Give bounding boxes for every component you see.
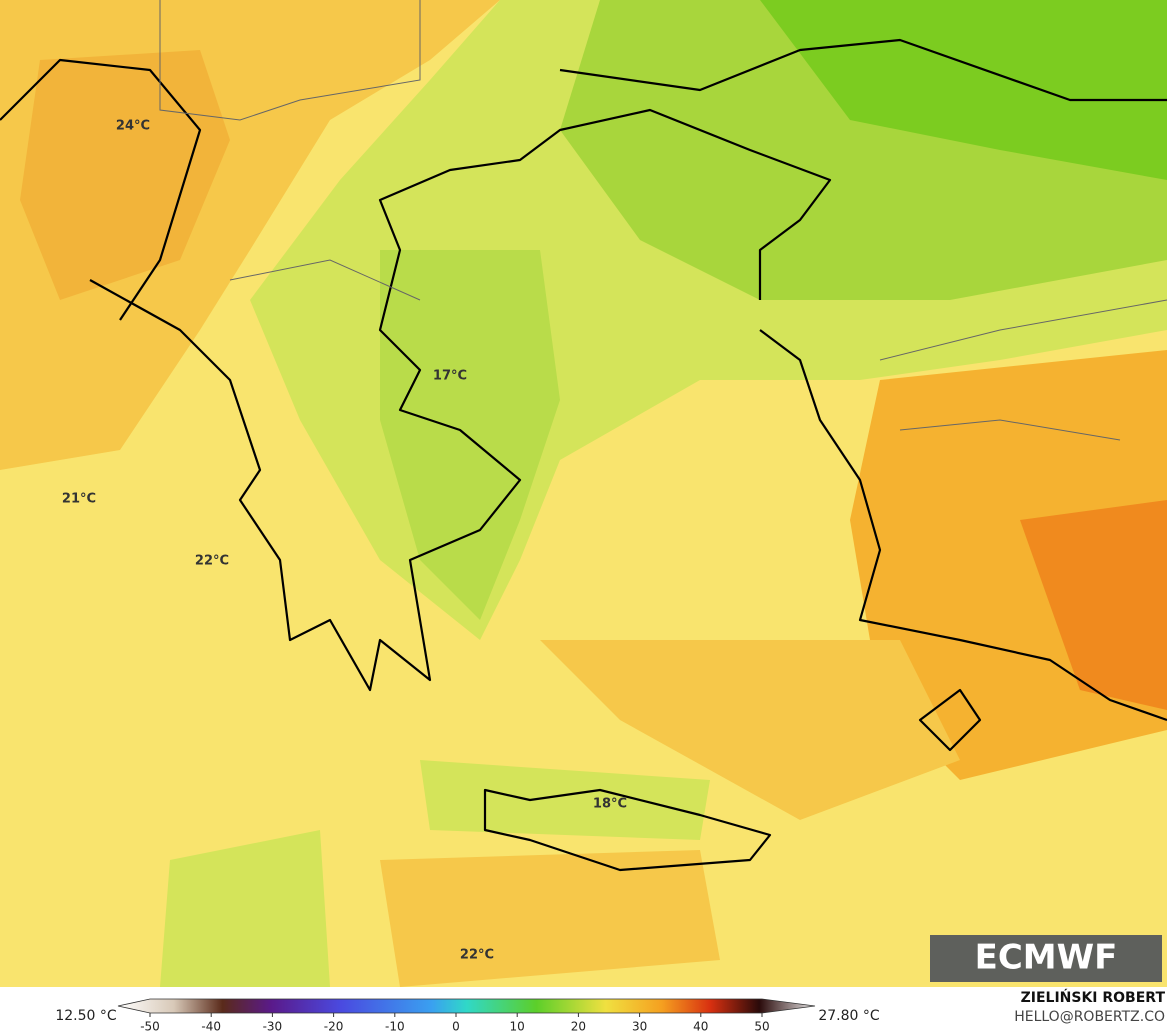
colorbar-tick-label: -20 — [324, 1020, 344, 1034]
temperature-label: 22°C — [195, 554, 229, 569]
colorbar-min: 12.50 °C — [55, 1008, 117, 1024]
colorbar-tick-label: 0 — [452, 1020, 460, 1034]
colorbar-tick-label: -40 — [201, 1020, 221, 1034]
colorbar-tick-label: -50 — [140, 1020, 160, 1034]
colorbar-max: 27.80 °C — [818, 1008, 880, 1024]
logo-box — [930, 935, 1162, 982]
colorbar-tick-label: 30 — [632, 1020, 647, 1034]
colorbar-tick-label: 10 — [510, 1020, 525, 1034]
colorbar-tick-label: 20 — [571, 1020, 586, 1034]
logo: ECMWF — [975, 938, 1118, 978]
colorbar-tick-label: 40 — [693, 1020, 708, 1034]
temperature-label: 21°C — [62, 492, 96, 507]
colorbar — [117, 998, 816, 1014]
email: HELLO@ROBERTZ.CO — [1014, 1009, 1165, 1025]
temperature-label: 22°C — [460, 948, 494, 963]
temperature-label: 18°C — [593, 797, 627, 812]
colorbar-tick-label: 50 — [754, 1020, 769, 1034]
temperature-label: 24°C — [116, 119, 150, 134]
colorbar-tick-label: -10 — [385, 1020, 405, 1034]
temperature-label: 17°C — [433, 369, 467, 384]
author: ZIELIŃSKI ROBERT — [1021, 988, 1166, 1006]
colorbar-tick-label: -30 — [263, 1020, 283, 1034]
map-area — [0, 0, 1167, 987]
